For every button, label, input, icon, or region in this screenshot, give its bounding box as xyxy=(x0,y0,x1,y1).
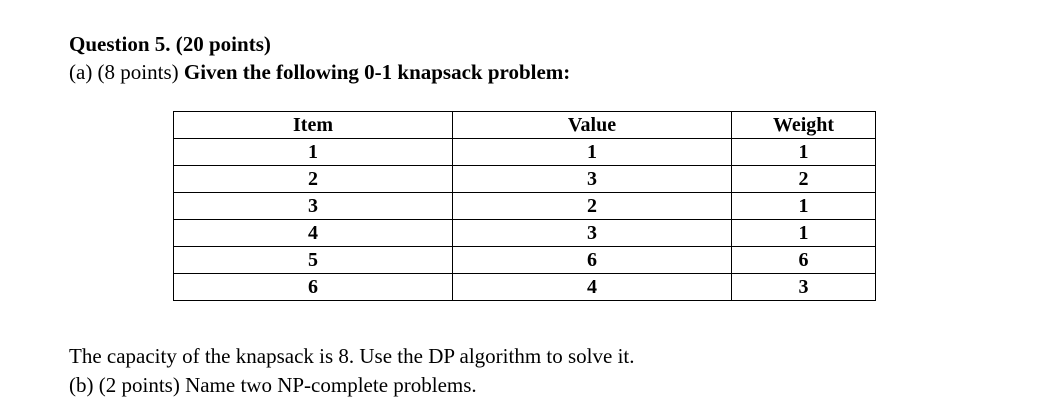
cell-item: 3 xyxy=(173,192,453,220)
cell-item: 1 xyxy=(173,138,453,166)
knapsack-table: Item Value Weight 1 1 1 2 3 2 3 2 1 4 3 … xyxy=(173,111,876,301)
cell-item: 2 xyxy=(173,165,453,193)
table-row: 6 4 3 xyxy=(173,273,876,301)
header-item: Item xyxy=(173,111,453,139)
cell-weight: 6 xyxy=(731,246,876,274)
table-row: 1 1 1 xyxy=(173,138,876,166)
cell-item: 5 xyxy=(173,246,453,274)
capacity-text: The capacity of the knapsack is 8. Use t… xyxy=(69,344,635,368)
table-row: 2 3 2 xyxy=(173,165,876,193)
table-row: 4 3 1 xyxy=(173,219,876,247)
header-value: Value xyxy=(452,111,732,139)
cell-value: 3 xyxy=(452,219,732,247)
part-a-text: Given the following 0-1 knapsack problem… xyxy=(183,60,571,84)
cell-value: 2 xyxy=(452,192,732,220)
table-header-row: Item Value Weight xyxy=(173,111,876,139)
cell-item: 6 xyxy=(173,273,453,301)
cell-weight: 1 xyxy=(731,192,876,220)
cell-weight: 1 xyxy=(731,138,876,166)
cell-value: 3 xyxy=(452,165,732,193)
cell-item: 4 xyxy=(173,219,453,247)
cell-weight: 2 xyxy=(731,165,876,193)
cell-value: 6 xyxy=(452,246,732,274)
table-row: 5 6 6 xyxy=(173,246,876,274)
cell-weight: 3 xyxy=(731,273,876,301)
part-b-text: (b) (2 points) Name two NP-complete prob… xyxy=(69,373,477,397)
header-weight: Weight xyxy=(731,111,876,139)
cell-value: 4 xyxy=(452,273,732,301)
cell-value: 1 xyxy=(452,138,732,166)
cell-weight: 1 xyxy=(731,219,876,247)
part-a-points: (a) (8 points) xyxy=(69,60,184,84)
table-row: 3 2 1 xyxy=(173,192,876,220)
question-title: Question 5. (20 points) xyxy=(69,32,271,56)
part-a-line: (a) (8 points) Given the following 0-1 k… xyxy=(69,60,570,84)
